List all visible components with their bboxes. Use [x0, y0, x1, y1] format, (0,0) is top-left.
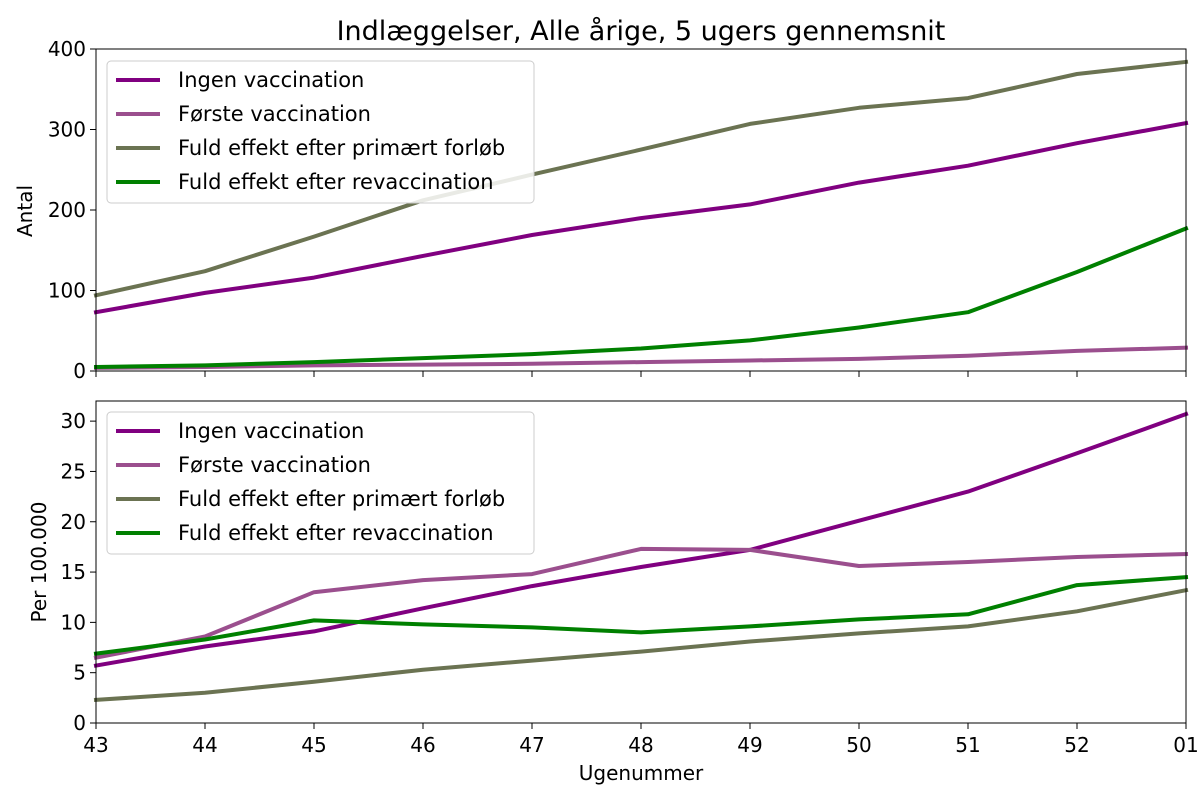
legend: Ingen vaccination Første vaccination Fuld …: [106, 411, 535, 555]
legend-box: [106, 411, 535, 555]
y-axis-label: Per 100.000: [27, 502, 51, 623]
x-tick-label: 50: [846, 733, 871, 757]
x-axis-label: Ugenummer: [579, 761, 704, 785]
legend-label-fuld-effekt-efter-revaccination: Fuld effekt efter revaccination: [178, 170, 494, 194]
legend-box: [106, 60, 535, 204]
y-tick-label: 100: [48, 279, 86, 303]
chart-title: Indlæggelser, Alle årige, 5 ugers gennem…: [337, 16, 946, 47]
y-tick-label: 300: [48, 118, 86, 142]
series-line-fuld-effekt-efter-prim-rt-forl-b: [93, 587, 1189, 703]
legend-label-f-rste-vaccination: Første vaccination: [178, 102, 371, 126]
series-line-fuld-effekt-efter-revaccination: [93, 225, 1189, 370]
legend: Ingen vaccination Første vaccination Fuld …: [106, 60, 535, 204]
y-tick-label: 30: [61, 409, 86, 433]
legend-label-ingen-vaccination: Ingen vaccination: [178, 419, 364, 443]
series-line-ingen-vaccination: [93, 120, 1189, 315]
x-tick-label: 44: [192, 733, 217, 757]
x-tick-label: 51: [955, 733, 980, 757]
x-tick-label: 48: [628, 733, 653, 757]
y-tick-label: 25: [61, 459, 86, 483]
series-line-ingen-vaccination: [93, 411, 1189, 668]
y-tick-label: 20: [61, 510, 86, 534]
y-tick-label: 0: [73, 359, 86, 383]
legend-label-ingen-vaccination: Ingen vaccination: [178, 68, 364, 92]
x-tick-label: 52: [1064, 733, 1089, 757]
y-axis-label: Antal: [13, 185, 37, 237]
series-line-fuld-effekt-efter-revaccination: [93, 574, 1189, 656]
top-panel: Antal 0 100 200 300 400 Ingen vaccination Først…: [13, 37, 1189, 383]
y-tick-label: 5: [73, 661, 86, 685]
x-tick-label: 45: [301, 733, 326, 757]
series-line-fuld-effekt-efter-prim-rt-forl-b: [93, 59, 1189, 298]
legend-label-fuld-effekt-efter-revaccination: Fuld effekt efter revaccination: [178, 521, 494, 545]
legend-label-fuld-effekt-efter-prim-rt-forl-b: Fuld effekt efter primært forløb: [178, 487, 505, 511]
series-line-f-rste-vaccination: [93, 546, 1189, 660]
x-tick-label: 43: [83, 733, 108, 757]
x-tick-label: 01: [1173, 733, 1198, 757]
legend-label-f-rste-vaccination: Første vaccination: [178, 453, 371, 477]
x-tick-label: 46: [410, 733, 435, 757]
y-tick-label: 15: [61, 560, 86, 584]
x-tick-label: 47: [519, 733, 544, 757]
y-tick-label: 200: [48, 198, 86, 222]
x-tick-label: 49: [737, 733, 762, 757]
y-tick-label: 400: [48, 37, 86, 61]
y-tick-label: 10: [61, 610, 86, 634]
y-tick-label: 0: [73, 711, 86, 735]
series-line-f-rste-vaccination: [93, 345, 1189, 370]
legend-label-fuld-effekt-efter-prim-rt-forl-b: Fuld effekt efter primært forløb: [178, 136, 505, 160]
